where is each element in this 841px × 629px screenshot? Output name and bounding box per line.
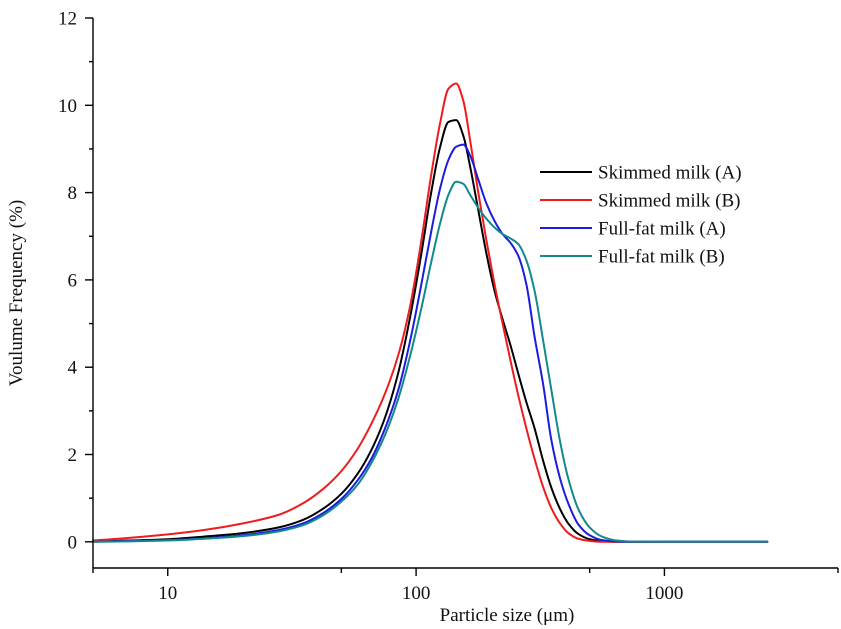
legend-label: Skimmed milk (A)	[598, 163, 742, 184]
y-axis-ticks: 0 2 4 6 8 10 12	[58, 9, 93, 553]
legend-label: Full-fat milk (B)	[598, 247, 725, 268]
y-tick-label: 2	[68, 445, 78, 466]
legend-entry-skimmed-milk-a: Skimmed milk (A)	[540, 163, 742, 184]
y-axis-label: Voulume Frequency (%)	[6, 200, 27, 386]
x-axis-label: Particle size (μm)	[440, 605, 575, 626]
series-line-full-fat-milk-a	[92, 143, 769, 543]
series-line-skimmed-milk-b	[92, 82, 769, 543]
series-line-full-fat-milk-b	[92, 180, 769, 543]
y-tick-label: 8	[68, 183, 78, 204]
axes: 0 2 4 6 8 10 12 10 100 1000	[58, 9, 839, 604]
y-tick-label: 10	[58, 96, 77, 117]
legend-label: Skimmed milk (B)	[598, 191, 741, 212]
x-tick-label: 1000	[645, 583, 683, 604]
x-axis-ticks: 10 100 1000	[92, 568, 839, 604]
series-line-skimmed-milk-a	[92, 119, 769, 543]
x-tick-label: 100	[402, 583, 431, 604]
x-tick-label: 10	[158, 583, 177, 604]
legend-entry-full-fat-milk-b: Full-fat milk (B)	[540, 247, 725, 268]
y-tick-label: 4	[68, 358, 78, 379]
legend-label: Full-fat milk (A)	[598, 219, 726, 240]
y-tick-label: 12	[58, 9, 77, 30]
legend: Skimmed milk (A) Skimmed milk (B) Full-fat…	[540, 163, 742, 268]
legend-entry-skimmed-milk-b: Skimmed milk (B)	[540, 191, 741, 212]
legend-entry-full-fat-milk-a: Full-fat milk (A)	[540, 219, 726, 240]
series-layer	[92, 82, 769, 543]
y-tick-label: 6	[68, 270, 78, 291]
y-tick-label: 0	[68, 532, 78, 553]
